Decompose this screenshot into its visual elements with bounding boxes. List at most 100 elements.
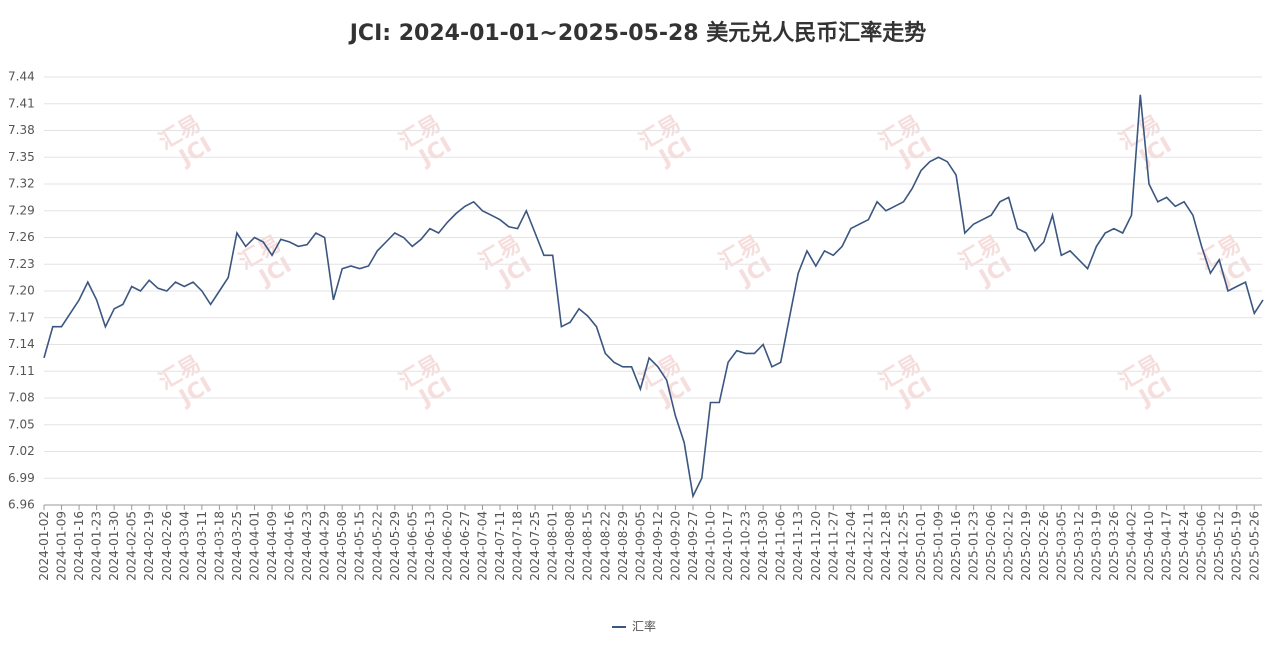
x-tick-label: 2024-11-20 [809,511,823,581]
y-tick-label: 6.99 [8,471,35,485]
x-tick-label: 2024-01-09 [55,511,69,581]
x-tick-label: 2024-11-13 [791,511,805,581]
x-tick-label: 2025-02-06 [984,511,998,581]
x-tick-label: 2025-02-26 [1037,511,1051,581]
y-tick-label: 7.26 [8,230,35,244]
x-tick-label: 2024-06-13 [423,511,437,581]
chart-title: JCI: 2024-01-01~2025-05-28 美元兑人民币汇率走势 [348,20,927,46]
x-tick-label: 2024-07-25 [528,511,542,581]
x-tick-label: 2025-03-26 [1107,511,1121,581]
x-tick-label: 2024-06-27 [458,511,472,581]
x-tick-label: 2024-12-04 [844,511,858,581]
x-tick-label: 2024-08-22 [598,511,612,581]
y-tick-label: 7.05 [8,417,35,431]
x-tick-label: 2024-05-22 [370,511,384,581]
x-tick-label: 2024-10-10 [704,511,718,581]
x-tick-label: 2024-02-05 [125,511,139,581]
y-tick-label: 7.23 [8,257,35,271]
x-tick-label: 2024-05-15 [353,511,367,581]
x-tick-label: 2025-05-26 [1247,511,1261,581]
x-tick-label: 2025-05-12 [1212,511,1226,581]
y-tick-label: 7.44 [8,70,35,84]
x-tick-label: 2024-04-23 [300,511,314,581]
x-tick-label: 2025-04-17 [1160,511,1174,581]
x-tick-label: 2025-01-23 [967,511,981,581]
x-tick-label: 2025-04-24 [1177,511,1191,581]
y-tick-label: 7.17 [8,310,35,324]
x-tick-label: 2025-03-12 [1072,511,1086,581]
x-tick-label: 2024-01-16 [72,511,86,581]
x-tick-label: 2025-01-01 [914,511,928,581]
x-tick-label: 2025-02-12 [1002,511,1016,581]
x-tick-label: 2024-04-01 [247,511,261,581]
x-tick-label: 2025-03-05 [1054,511,1068,581]
x-tick-label: 2025-02-19 [1019,511,1033,581]
x-tick-label: 2024-05-29 [388,511,402,581]
y-tick-label: 7.08 [8,391,35,405]
y-tick-label: 7.29 [8,203,35,217]
x-tick-label: 2024-08-29 [616,511,630,581]
x-tick-label: 2024-05-08 [335,511,349,581]
y-tick-label: 7.35 [8,150,35,164]
x-tick-label: 2025-01-16 [949,511,963,581]
x-tick-label: 2024-12-25 [896,511,910,581]
y-tick-label: 7.38 [8,123,35,137]
x-tick-label: 2024-04-29 [318,511,332,581]
x-tick-label: 2024-03-18 [212,511,226,581]
x-tick-label: 2024-10-17 [721,511,735,581]
x-tick-label: 2025-05-19 [1230,511,1244,581]
x-tick-label: 2025-05-06 [1195,511,1209,581]
x-tick-label: 2024-03-04 [177,511,191,581]
y-tick-label: 6.96 [8,498,35,512]
x-tick-label: 2024-09-20 [668,511,682,581]
y-tick-label: 7.11 [8,364,35,378]
x-tick-label: 2024-04-16 [283,511,297,581]
x-tick-label: 2025-01-09 [932,511,946,581]
x-tick-label: 2024-06-05 [405,511,419,581]
x-tick-label: 2024-11-27 [826,511,840,581]
y-tick-label: 7.20 [8,284,35,298]
x-tick-label: 2024-02-19 [142,511,156,581]
legend-label: 汇率 [632,619,656,634]
x-tick-label: 2024-01-30 [107,511,121,581]
x-tick-label: 2024-08-15 [581,511,595,581]
x-tick-label: 2024-07-18 [511,511,525,581]
x-tick-label: 2025-04-02 [1124,511,1138,581]
x-tick-label: 2025-04-10 [1142,511,1156,581]
x-tick-label: 2024-09-12 [651,511,665,581]
y-tick-label: 7.02 [8,444,35,458]
x-tick-label: 2024-09-27 [686,511,700,581]
x-tick-label: 2024-10-30 [756,511,770,581]
y-tick-label: 7.14 [8,337,35,351]
x-tick-label: 2024-01-02 [37,511,51,581]
x-tick-label: 2024-07-04 [476,511,490,581]
x-tick-label: 2024-11-06 [774,511,788,581]
y-tick-label: 7.32 [8,177,35,191]
x-tick-label: 2024-03-11 [195,511,209,581]
x-tick-label: 2024-03-25 [230,511,244,581]
x-tick-label: 2024-08-01 [546,511,560,581]
x-tick-label: 2024-01-23 [90,511,104,581]
x-tick-label: 2025-03-19 [1089,511,1103,581]
x-tick-label: 2024-09-05 [633,511,647,581]
x-tick-label: 2024-12-11 [861,511,875,581]
x-tick-label: 2024-02-26 [160,511,174,581]
x-tick-label: 2024-08-08 [563,511,577,581]
x-tick-label: 2024-04-09 [265,511,279,581]
line [43,94,1264,499]
x-tick-label: 2024-06-20 [440,511,454,581]
